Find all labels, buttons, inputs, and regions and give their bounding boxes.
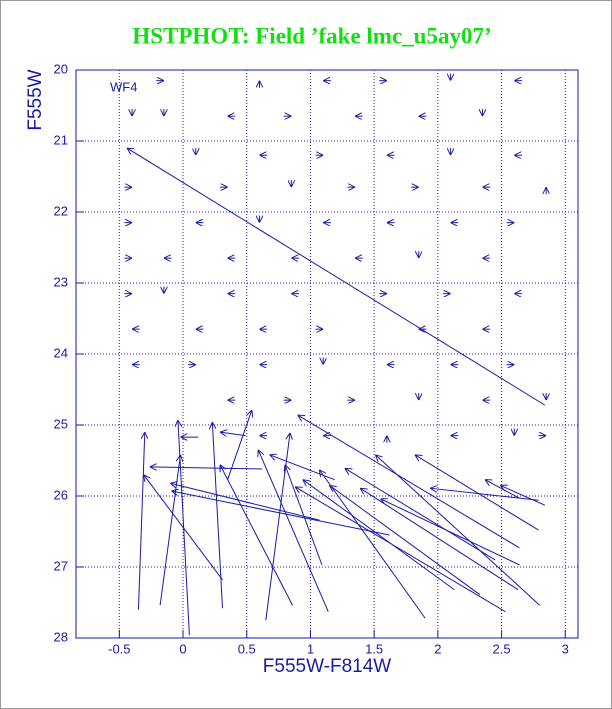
y-axis-label: F555W xyxy=(25,69,46,130)
arrow xyxy=(220,432,246,436)
arrow xyxy=(150,467,263,469)
x-tick-label: 0 xyxy=(179,641,186,656)
arrow xyxy=(258,450,329,612)
y-tick-label: 23 xyxy=(54,274,68,289)
arrow xyxy=(381,499,520,566)
arrow xyxy=(345,468,496,561)
x-tick-label: 1 xyxy=(307,641,314,656)
arrow xyxy=(375,455,541,606)
arrow xyxy=(500,485,546,506)
arrow xyxy=(212,422,224,609)
y-tick-label: 28 xyxy=(54,629,68,644)
x-tick-label: 2.5 xyxy=(493,641,511,656)
arrow xyxy=(220,465,294,606)
arrow xyxy=(270,455,335,481)
arrow xyxy=(159,455,180,606)
arrow xyxy=(127,148,546,406)
arrow xyxy=(360,488,519,591)
arrow xyxy=(485,480,520,499)
y-tick-label: 21 xyxy=(54,132,68,147)
arrow xyxy=(144,475,223,581)
y-tick-label: 26 xyxy=(54,487,68,502)
arrow xyxy=(430,488,539,501)
x-axis-label: F555W-F814W xyxy=(263,656,392,677)
annotation: WF4 xyxy=(110,79,137,94)
y-tick-label: 25 xyxy=(54,416,68,431)
x-tick-label: 3 xyxy=(562,641,569,656)
x-tick-label: 0.5 xyxy=(238,641,256,656)
chart-title: HSTPHOT: Field ’fake lmc_u5ay07’ xyxy=(132,23,491,48)
arrow xyxy=(295,487,506,613)
arrow xyxy=(298,415,520,549)
arrow xyxy=(415,455,539,531)
arrow xyxy=(319,470,426,619)
x-tick-label: -0.5 xyxy=(108,641,130,656)
y-tick-label: 27 xyxy=(54,558,68,573)
arrow xyxy=(330,485,481,596)
x-tick-label: 2 xyxy=(434,641,441,656)
y-tick-label: 24 xyxy=(54,345,68,360)
arrow xyxy=(303,480,455,591)
arrow xyxy=(285,465,323,566)
y-tick-label: 22 xyxy=(54,203,68,218)
arrow xyxy=(170,483,320,521)
arrow xyxy=(137,432,144,610)
arrow xyxy=(172,491,390,536)
x-tick-label: 1.5 xyxy=(365,641,383,656)
y-tick-label: 20 xyxy=(54,61,68,76)
